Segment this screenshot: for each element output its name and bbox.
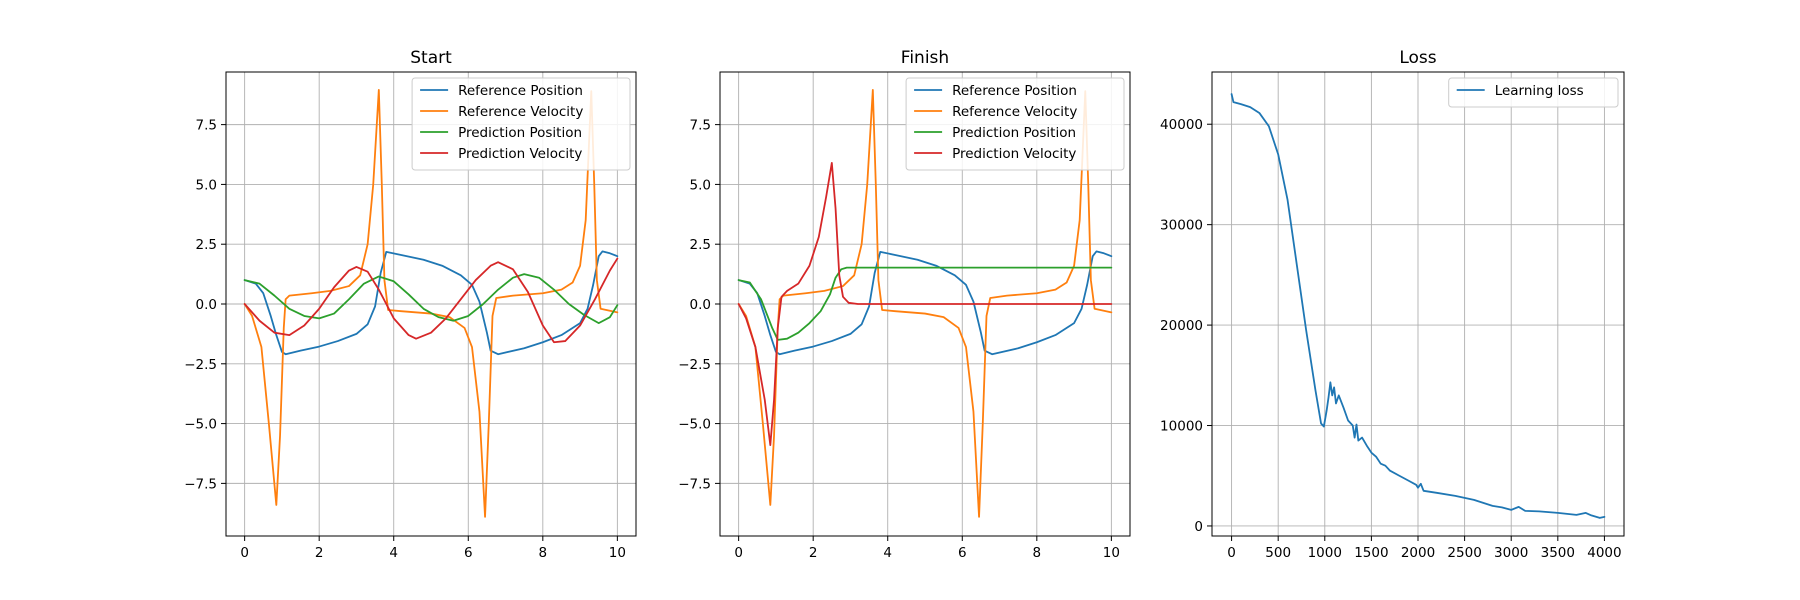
y-tick-label: −2.5 xyxy=(678,357,711,373)
x-tick-label: 2 xyxy=(315,545,324,561)
y-tick-label: −2.5 xyxy=(184,357,217,373)
legend-box xyxy=(411,77,631,171)
y-tick-label: −5.0 xyxy=(184,417,217,433)
series-line-prediction-position xyxy=(737,266,1113,341)
x-tick-label: 6 xyxy=(958,545,967,561)
y-tick-label: 2.5 xyxy=(690,237,711,253)
y-tick-label: 5.0 xyxy=(690,177,711,193)
x-tick-label: 500 xyxy=(1265,545,1291,561)
x-tick-label: 3000 xyxy=(1494,545,1528,561)
legend-label: Prediction Position xyxy=(952,125,1076,141)
y-tick-label: 0.0 xyxy=(690,297,711,313)
x-tick-label: 10 xyxy=(1103,545,1120,561)
y-tick-label: 30000 xyxy=(1160,218,1203,234)
x-tick-label: 1000 xyxy=(1308,545,1342,561)
y-tick-label: 0 xyxy=(1194,519,1203,535)
legend-label: Prediction Position xyxy=(458,125,582,141)
x-tick-label: 1500 xyxy=(1354,545,1388,561)
legend: Reference Position Reference Velocity Pred… xyxy=(905,77,1125,171)
legend-box xyxy=(905,77,1125,171)
series-line-prediction-position xyxy=(243,273,619,325)
series-group xyxy=(243,89,619,518)
x-tick-label: 2 xyxy=(809,545,818,561)
x-tick-label: 10 xyxy=(609,545,626,561)
y-tick-label: 7.5 xyxy=(690,118,711,134)
chart-panel-finish: 0 2 4 6 8 10−7.5−5.0−2.50.02.55.07.5FinishRef… xyxy=(678,48,1131,561)
y-tick-label: 20000 xyxy=(1160,318,1203,334)
legend-label: Reference Position xyxy=(458,83,583,99)
x-tick-label: 8 xyxy=(539,545,548,561)
chart-title: Loss xyxy=(1399,48,1436,68)
series-group xyxy=(1230,93,1606,519)
y-tick-label: 40000 xyxy=(1160,117,1203,133)
x-tick-label: 2000 xyxy=(1401,545,1435,561)
x-tick-label: 8 xyxy=(1033,545,1042,561)
chart-panel-start: 0 2 4 6 8 10 −7.5 −5.0 −2.5 0.0 2.5 5.0 7.5 Start Refe… xyxy=(184,48,637,561)
x-tick-label: 0 xyxy=(734,545,743,561)
legend: Learning loss xyxy=(1448,77,1619,108)
y-tick-label: 0.0 xyxy=(196,297,217,313)
legend-label: Reference Position xyxy=(952,83,1077,99)
series-group xyxy=(737,89,1113,518)
legend-label: Learning loss xyxy=(1495,83,1584,99)
legend-label: Reference Velocity xyxy=(458,104,583,120)
y-tick-label: −5.0 xyxy=(678,417,711,433)
x-tick-label: 0 xyxy=(240,545,249,561)
y-tick-label: −7.5 xyxy=(184,476,217,492)
x-tick-label: 4 xyxy=(389,545,398,561)
chart-title: Finish xyxy=(901,48,949,68)
y-tick-label: 10000 xyxy=(1160,419,1203,435)
y-tick-label: 5.0 xyxy=(196,177,217,193)
legend-label: Prediction Velocity xyxy=(458,146,582,162)
x-tick-label: 2500 xyxy=(1447,545,1481,561)
x-tick-label: 4000 xyxy=(1587,545,1621,561)
series-line-reference-velocity xyxy=(243,89,619,518)
x-tick-label: 6 xyxy=(464,545,473,561)
legend-label: Prediction Velocity xyxy=(952,146,1076,162)
x-tick-label: 3500 xyxy=(1541,545,1575,561)
legend-box xyxy=(1448,77,1619,108)
x-tick-label: 0 xyxy=(1227,545,1236,561)
chart-title: Start xyxy=(410,48,452,68)
x-tick-label: 4 xyxy=(883,545,892,561)
y-tick-label: 7.5 xyxy=(196,118,217,134)
series-line-learning-loss xyxy=(1230,93,1606,519)
series-line-prediction-velocity xyxy=(243,257,619,344)
chart-panel-loss: 0 500 1000 1500 2000 2500 3000 3500 400001000020… xyxy=(1160,48,1625,561)
legend: Reference Position Reference Velocity Pred… xyxy=(411,77,631,171)
y-tick-label: −7.5 xyxy=(678,476,711,492)
legend-label: Reference Velocity xyxy=(952,104,1077,120)
y-tick-label: 2.5 xyxy=(196,237,217,253)
series-line-prediction-velocity xyxy=(737,161,1113,447)
